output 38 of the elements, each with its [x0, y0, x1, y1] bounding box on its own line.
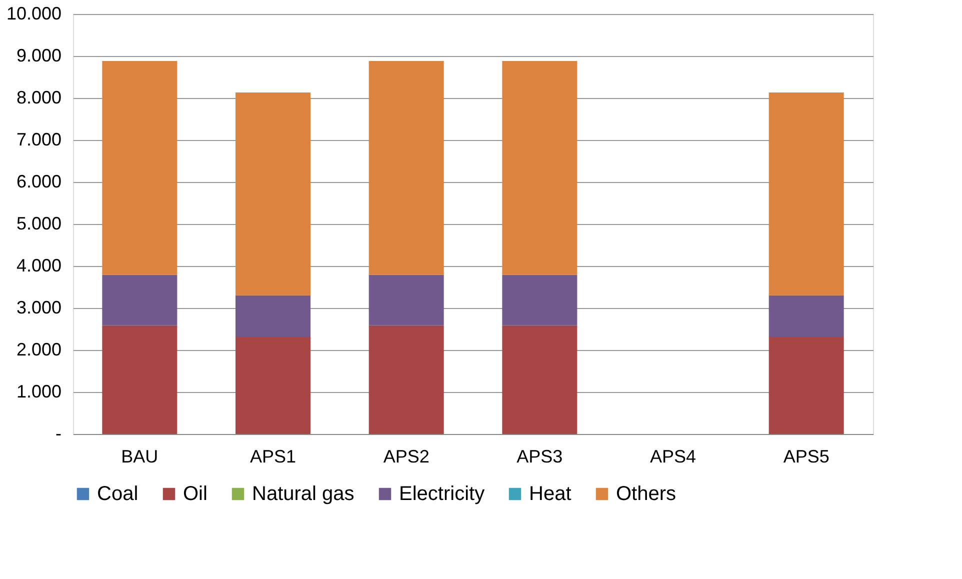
bar [102, 61, 178, 275]
legend-label: Heat [529, 483, 572, 505]
y-tick-label: 9.000 [16, 46, 62, 66]
legend-label: Electricity [399, 483, 485, 505]
bar [368, 61, 444, 275]
y-tick-label: 2.000 [16, 340, 62, 360]
bar [102, 325, 178, 434]
y-tick-label: 1.000 [16, 382, 62, 402]
x-tick-label: APS1 [250, 446, 296, 466]
x-tick-label: APS2 [383, 446, 430, 466]
bar [236, 92, 310, 296]
y-tick-label: 5.000 [16, 214, 62, 234]
legend-label: Oil [183, 483, 208, 505]
y-tick-label: 7.000 [16, 130, 62, 150]
bar [502, 325, 578, 434]
legend-label: Others [616, 483, 676, 505]
y-tick-label: 8.000 [16, 88, 62, 108]
bar [768, 92, 844, 296]
y-tick-label: 3.000 [16, 298, 62, 318]
legend-label: Natural gas [252, 483, 354, 505]
bar [236, 295, 310, 337]
bar [502, 61, 578, 275]
x-tick-label: APS3 [516, 446, 563, 466]
bar [768, 336, 844, 434]
x-tick-label: BAU [121, 446, 158, 466]
bar [368, 274, 444, 326]
bar [368, 325, 444, 434]
bar [102, 274, 178, 326]
y-tick-label: - [56, 424, 62, 444]
x-tick-label: APS4 [650, 446, 696, 466]
y-tick-label: 10.000 [6, 4, 62, 24]
bar [236, 336, 310, 434]
x-tick-label: APS5 [783, 446, 830, 466]
bar [502, 274, 578, 326]
legend-label: Coal [97, 483, 138, 505]
bar [768, 295, 844, 337]
y-tick-label: 4.000 [16, 256, 62, 276]
y-tick-label: 6.000 [16, 172, 62, 192]
